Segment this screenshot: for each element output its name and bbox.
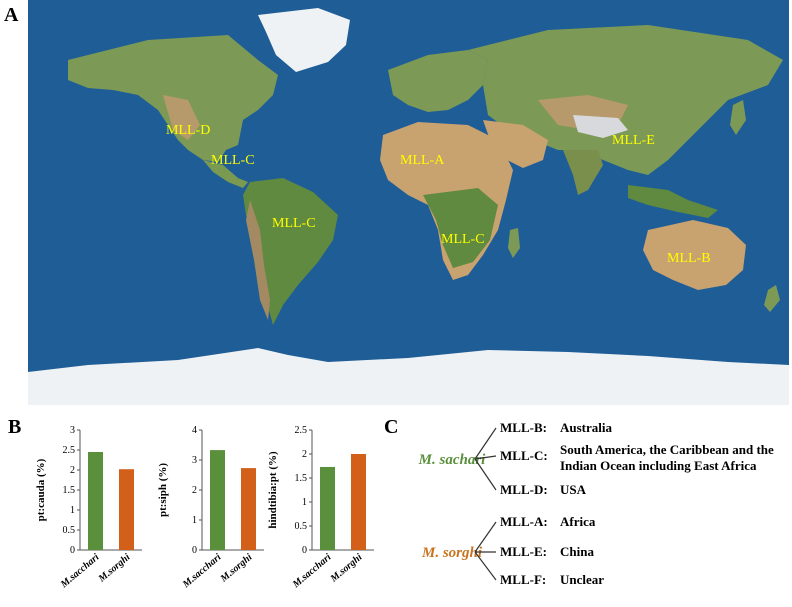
tree-branch [474, 551, 497, 581]
x-category-label: M.sacchari [58, 552, 102, 591]
new-zealand [764, 285, 780, 312]
middle-east [483, 120, 548, 168]
bar-m-sorghi [351, 454, 366, 550]
y-tick-label: 2 [302, 449, 307, 460]
y-tick-label: 0 [302, 545, 307, 556]
y-tick-label: 1.5 [295, 473, 308, 484]
y-tick-label: 1 [70, 505, 75, 516]
lineage-code: MLL-F: [500, 572, 546, 587]
y-tick-label: 0.5 [63, 525, 76, 536]
tree-branch [474, 458, 497, 491]
map-label-mll-d: MLL-D [166, 123, 210, 138]
panel-letter-b: B [8, 416, 22, 438]
x-category-label: M.sacchari [290, 552, 334, 591]
y-tick-label: 2 [192, 485, 197, 496]
bar-m-sacchari [320, 466, 335, 550]
europe [388, 50, 488, 112]
panel-letter-c: C [384, 416, 399, 438]
species-label: M. sachari [418, 452, 487, 468]
bar-chart-pt-cauda: pt:cauda (%) 0 0.5 1 1.5 2 2.5 3 M.sacchariM.sor… [35, 425, 142, 591]
lineage-code: MLL-E: [500, 544, 547, 559]
x-category-label: M.sorghi [96, 552, 133, 585]
antarctica [28, 348, 789, 405]
lineage-location: Unclear [560, 572, 604, 587]
southeast-asia-islands [628, 185, 718, 218]
map-label-mll-c-south-america: MLL-C [272, 216, 316, 231]
y-tick-label: 2 [70, 465, 75, 476]
map-label-mll-b: MLL-B [667, 251, 711, 266]
map-label-mll-a: MLL-A [400, 153, 445, 168]
x-category-label: M.sorghi [328, 552, 365, 585]
lineage-location: China [560, 544, 594, 559]
asia [468, 25, 783, 175]
y-axis-label: pt:siph (%) [157, 463, 169, 517]
north-america-west [163, 95, 200, 140]
y-tick-label: 4 [192, 425, 197, 436]
lineage-location: Australia [560, 420, 613, 435]
lineage-location: Indian Ocean including East Africa [560, 458, 757, 473]
map-label-mll-e: MLL-E [612, 133, 655, 148]
lineage-location: Africa [560, 514, 596, 529]
tree-branch [474, 455, 497, 460]
y-tick-label: 0.5 [295, 521, 308, 532]
bar-m-sorghi [119, 469, 134, 550]
bar-m-sacchari [88, 452, 103, 550]
bar-m-sorghi [241, 468, 256, 550]
y-tick-label: 1.5 [63, 485, 76, 496]
panel-letter-a: A [4, 4, 19, 26]
madagascar [508, 228, 520, 258]
y-tick-label: 0 [70, 545, 75, 556]
y-tick-label: 2.5 [63, 445, 76, 456]
lineage-code: MLL-A: [500, 514, 548, 529]
lineage-location: USA [560, 482, 587, 497]
india [563, 150, 603, 195]
australia [643, 220, 746, 290]
lineage-tree: M. sachari MLL-B: Australia MLL-C: South Ame… [418, 420, 774, 587]
y-axis-label: hindtibia:pt (%) [267, 451, 279, 529]
world-map: MLL-D MLL-C MLL-C MLL-A MLL-C MLL-E MLL-… [28, 0, 789, 405]
lineage-code: MLL-B: [500, 420, 547, 435]
central-america [203, 160, 248, 188]
y-tick-label: 0 [192, 545, 197, 556]
greenland [258, 8, 350, 72]
bar-m-sacchari [210, 450, 225, 550]
x-category-label: M.sorghi [218, 552, 255, 585]
lineage-code: MLL-C: [500, 448, 548, 463]
y-axis-label: pt:cauda (%) [35, 458, 47, 521]
y-tick-label: 1 [302, 497, 307, 508]
y-tick-label: 3 [192, 455, 197, 466]
map-label-mll-c-east-africa: MLL-C [441, 232, 485, 247]
y-tick-label: 2.5 [295, 425, 308, 436]
y-tick-label: 3 [70, 425, 75, 436]
map-label-mll-c-caribbean: MLL-C [211, 153, 255, 168]
x-category-label: M.sacchari [180, 552, 224, 591]
tree-branch [474, 427, 497, 460]
lineage-location: South America, the Caribbean and the [560, 442, 774, 457]
y-tick-label: 1 [192, 515, 197, 526]
bar-chart-hindtibia-pt: hindtibia:pt (%) 0 0.5 1 1.5 2 2.5 M.sacchariM.… [267, 425, 374, 591]
central-africa [423, 188, 498, 268]
tibet [573, 115, 628, 138]
species-label: M. sorghi [421, 545, 483, 561]
andes [246, 200, 270, 320]
japan [730, 100, 746, 135]
tree-branch [474, 521, 497, 553]
lineage-code: MLL-D: [500, 482, 548, 497]
